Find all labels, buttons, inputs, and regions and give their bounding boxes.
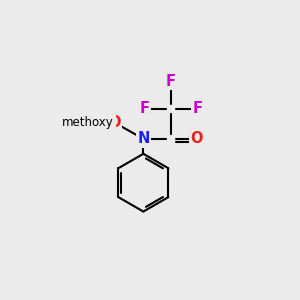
Text: methoxy: methoxy	[61, 116, 115, 129]
Text: methoxy: methoxy	[62, 116, 114, 129]
Text: O: O	[108, 115, 121, 130]
Text: F: F	[140, 101, 149, 116]
Text: O: O	[190, 131, 203, 146]
Text: N: N	[137, 131, 149, 146]
Text: F: F	[166, 74, 176, 88]
Text: F: F	[193, 101, 202, 116]
